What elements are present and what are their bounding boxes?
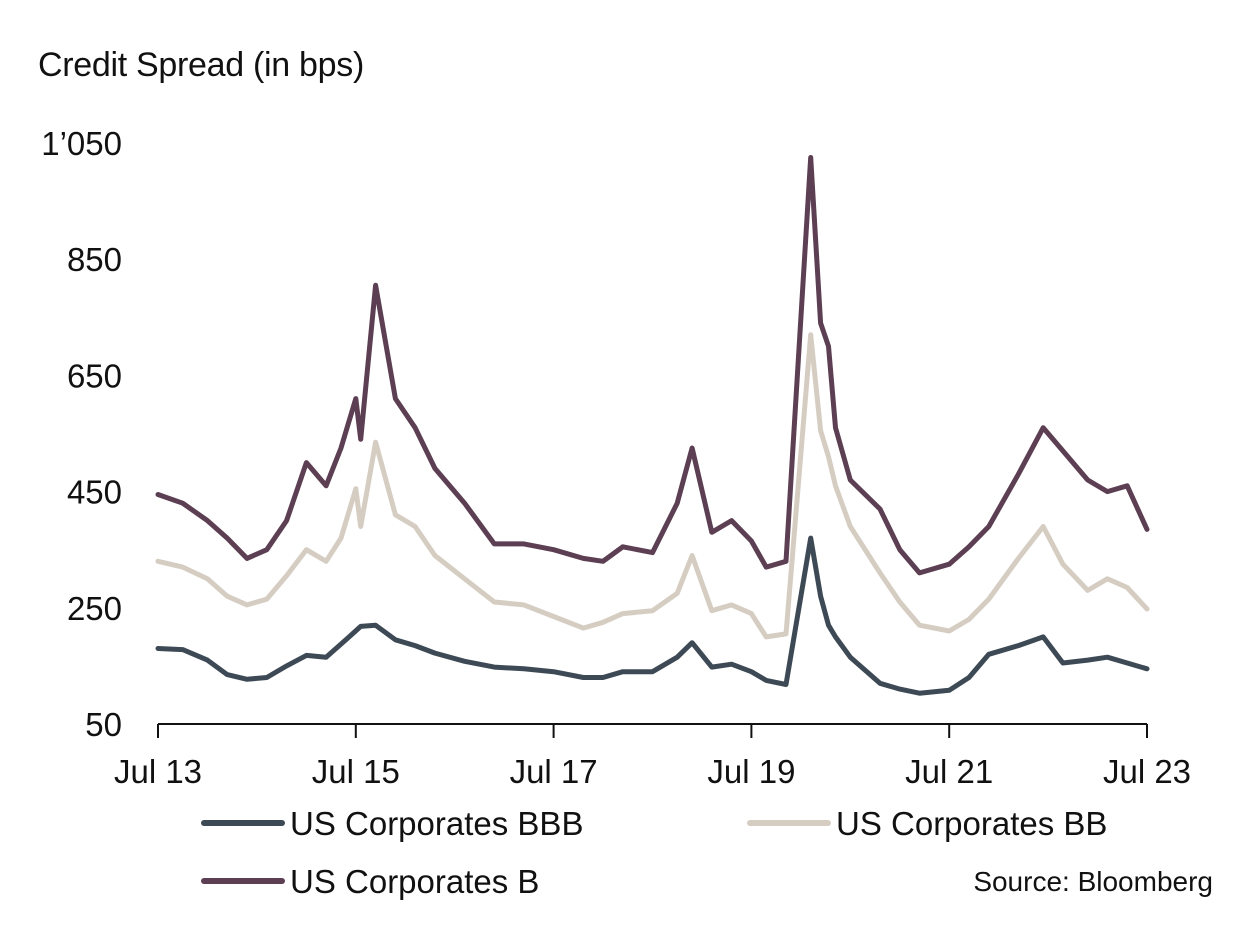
y-tick-label: 450 <box>67 474 122 511</box>
legend-label: US Corporates BB <box>836 805 1107 842</box>
y-tick-label: 1’050 <box>41 125 122 162</box>
legend-label: US Corporates B <box>290 863 539 900</box>
source-note: Source: Bloomberg <box>973 866 1213 897</box>
series-lines <box>155 155 1150 696</box>
series-line-us-corporates-bbb <box>155 535 1150 696</box>
y-tick-label: 850 <box>67 241 122 278</box>
y-tick-label: 250 <box>67 590 122 627</box>
y-axis: 50 250 450 650 850 1’050 <box>41 125 122 743</box>
y-axis-title: Credit Spread (in bps) <box>38 46 364 84</box>
legend-label: US Corporates BBB <box>290 805 583 842</box>
legend: US Corporates BBB US Corporates BB US Corp… <box>201 805 1107 900</box>
x-tick-label: Jul 23 <box>1103 753 1191 790</box>
x-tick-label: Jul 15 <box>312 753 400 790</box>
series-line-us-corporates-bb <box>155 332 1150 640</box>
y-tick-label: 650 <box>67 357 122 394</box>
x-tick-label: Jul 19 <box>707 753 795 790</box>
x-tick-label: Jul 17 <box>510 753 598 790</box>
x-tick-label: Jul 21 <box>905 753 993 790</box>
y-tick-label: 50 <box>85 706 122 743</box>
x-axis: Jul 13 Jul 15 Jul 17 Jul 19 Jul 21 Jul 23 <box>114 723 1191 790</box>
x-tick-label: Jul 13 <box>114 753 202 790</box>
series-line-us-corporates-b <box>155 155 1150 576</box>
